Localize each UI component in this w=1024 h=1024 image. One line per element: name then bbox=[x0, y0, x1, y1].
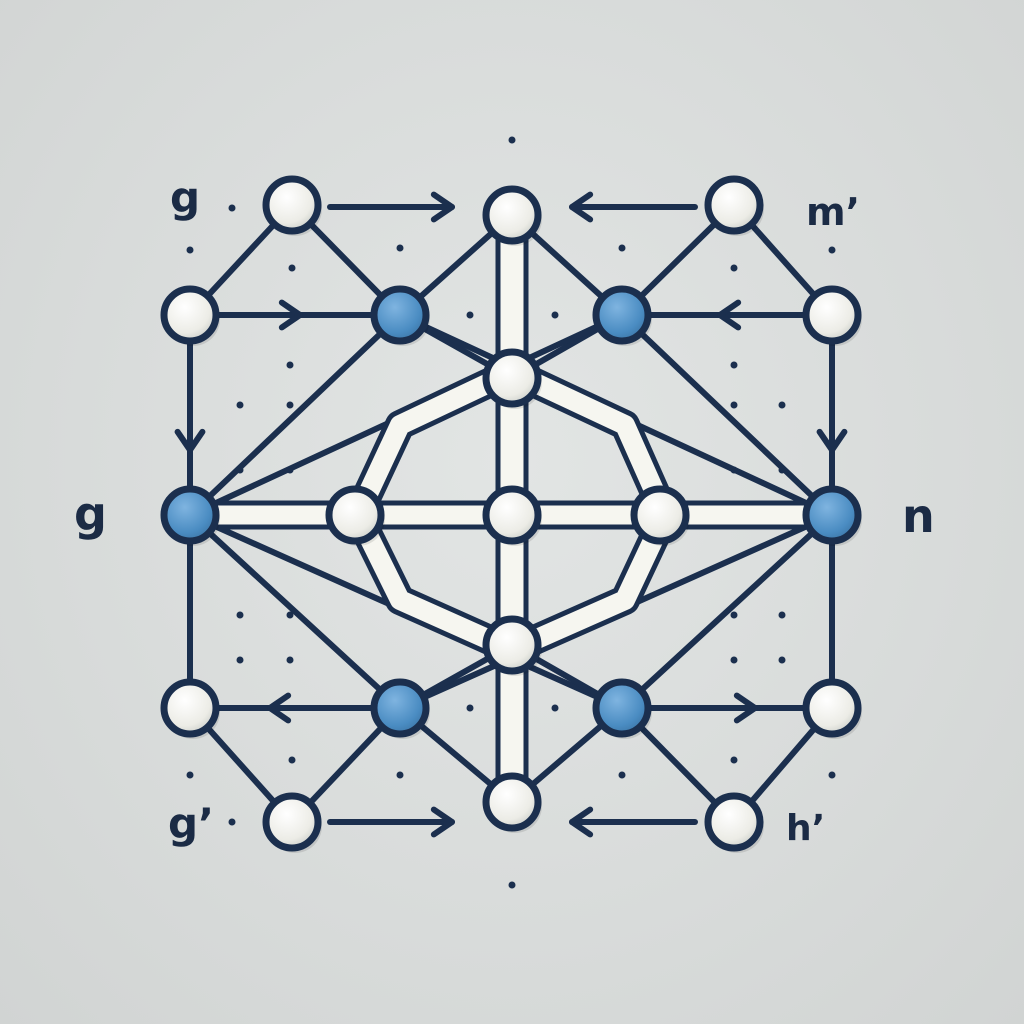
background-dot bbox=[286, 401, 294, 409]
node bbox=[482, 348, 542, 409]
background-dot bbox=[828, 246, 836, 254]
background-dot bbox=[286, 611, 294, 619]
label-top-right: m’ bbox=[806, 190, 860, 234]
edge bbox=[619, 312, 835, 518]
background-dot bbox=[286, 361, 294, 369]
node bbox=[802, 285, 862, 346]
arrow-top-right bbox=[569, 191, 698, 223]
background-dot bbox=[228, 818, 236, 826]
background-dot bbox=[466, 311, 474, 319]
background-dot bbox=[551, 704, 559, 712]
background-dot bbox=[236, 656, 244, 664]
background-dot bbox=[186, 246, 194, 254]
accent-node bbox=[802, 485, 862, 546]
arrow-right-lower bbox=[662, 692, 758, 724]
label-bottom-right: h’ bbox=[786, 808, 825, 849]
background-dot bbox=[618, 244, 626, 252]
node bbox=[802, 678, 862, 739]
background-dot bbox=[508, 881, 516, 889]
background-dot bbox=[288, 264, 296, 272]
arrows bbox=[174, 191, 848, 838]
background-dot bbox=[778, 401, 786, 409]
background-dot bbox=[730, 756, 738, 764]
background-dot bbox=[466, 704, 474, 712]
arrow-left-lower bbox=[267, 692, 363, 724]
arrow-right-upper bbox=[717, 299, 798, 331]
accent-node bbox=[370, 285, 430, 346]
accent-node bbox=[592, 678, 652, 739]
background-dot bbox=[396, 244, 404, 252]
nodes bbox=[160, 175, 862, 853]
node bbox=[482, 615, 542, 676]
background-dot bbox=[730, 264, 738, 272]
arrow-top-left bbox=[327, 191, 455, 223]
label-mid-left: g bbox=[74, 487, 107, 541]
background-dot bbox=[778, 656, 786, 664]
background-dot bbox=[288, 756, 296, 764]
node bbox=[482, 185, 542, 246]
node bbox=[704, 175, 764, 236]
edge bbox=[187, 312, 403, 518]
background-dot bbox=[828, 771, 836, 779]
label-mid-right: n bbox=[902, 489, 935, 543]
background-dot bbox=[236, 611, 244, 619]
node bbox=[325, 485, 385, 546]
background-dot bbox=[618, 771, 626, 779]
background-dot bbox=[186, 771, 194, 779]
background-dot bbox=[228, 204, 236, 212]
background-dot bbox=[286, 656, 294, 664]
background-dot bbox=[730, 361, 738, 369]
background-dot bbox=[396, 771, 404, 779]
background-dot bbox=[236, 401, 244, 409]
arrow-right-down bbox=[816, 352, 848, 453]
label-top-left: g bbox=[170, 173, 200, 222]
background-dot bbox=[730, 656, 738, 664]
node bbox=[262, 792, 322, 853]
node bbox=[630, 485, 690, 546]
label-bottom-left: g’ bbox=[168, 799, 214, 848]
arrow-bottom-left bbox=[327, 806, 455, 838]
node bbox=[704, 792, 764, 853]
arrow-bottom-right bbox=[569, 806, 698, 838]
accent-node bbox=[592, 285, 652, 346]
background-dot bbox=[730, 611, 738, 619]
edge bbox=[619, 512, 835, 711]
arrow-left-down bbox=[174, 352, 206, 453]
node bbox=[482, 485, 542, 546]
background-dot bbox=[551, 311, 559, 319]
background-dot bbox=[778, 611, 786, 619]
accent-node bbox=[160, 485, 220, 546]
node bbox=[160, 285, 220, 346]
edge bbox=[187, 512, 403, 711]
node bbox=[262, 175, 322, 236]
accent-node bbox=[370, 678, 430, 739]
node bbox=[160, 678, 220, 739]
background-dot bbox=[508, 136, 516, 144]
background-dot bbox=[730, 401, 738, 409]
arrow-left-upper bbox=[222, 299, 303, 331]
node bbox=[482, 772, 542, 833]
